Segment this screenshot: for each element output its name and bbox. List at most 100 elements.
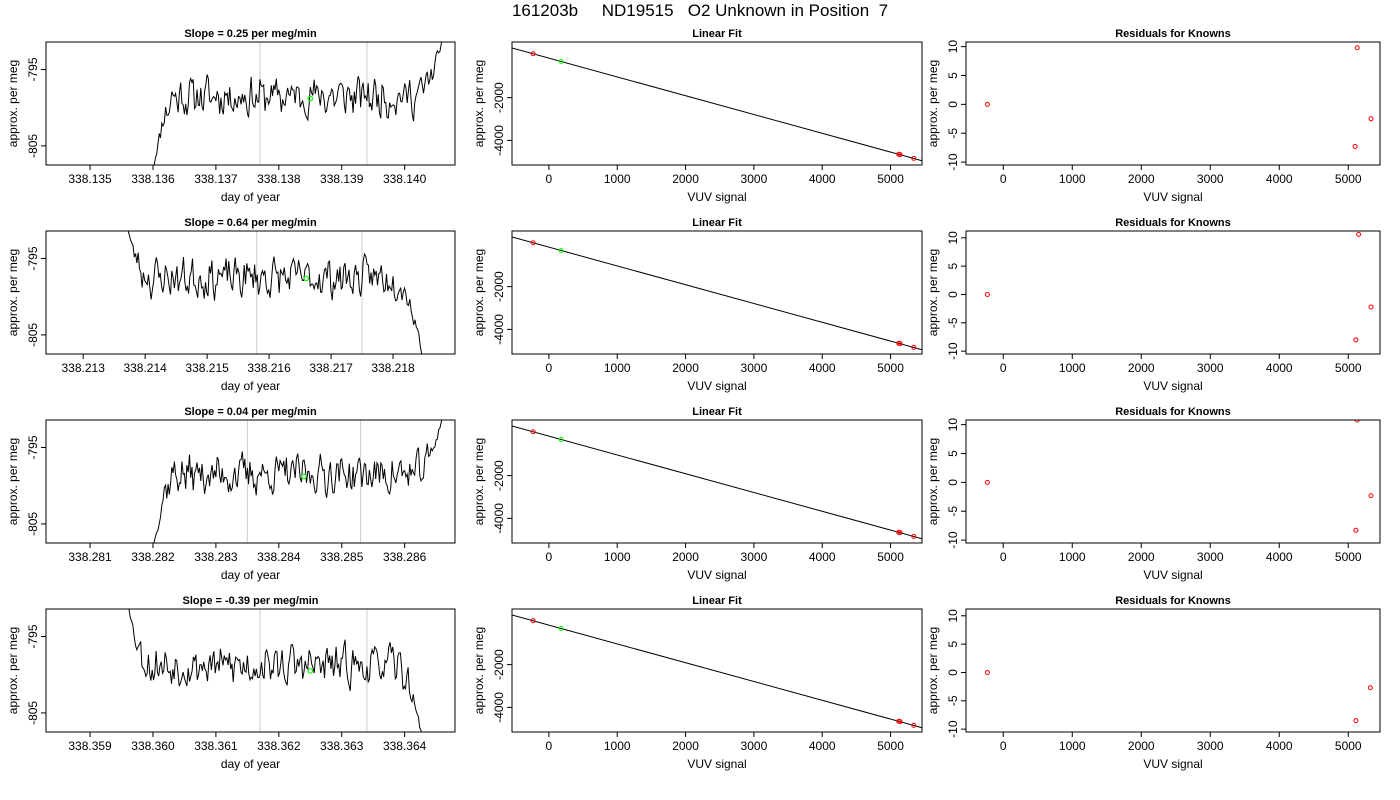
x-tick-label: 338.140: [383, 172, 427, 186]
known-point: [1353, 718, 1359, 724]
x-tick-label: 338.359: [68, 739, 112, 753]
plot-frame: [965, 608, 1381, 733]
plot-area: [512, 614, 922, 729]
y-tick-label: 5: [946, 262, 960, 269]
known-point: [984, 669, 990, 675]
y-axis-label: approx. per meg: [472, 438, 486, 525]
panel-title: Residuals for Knowns: [1115, 595, 1231, 607]
y-tick-label: -10: [946, 153, 960, 171]
y-tick-label: 10: [946, 418, 960, 432]
x-tick-label: 2000: [1128, 361, 1155, 375]
plot-area: [984, 420, 1374, 533]
x-tick-label: 338.361: [194, 739, 238, 753]
known-point: [1352, 144, 1358, 150]
x-tick-label: 338.284: [257, 550, 301, 564]
y-tick-label: -4000: [492, 314, 506, 345]
known-point: [530, 618, 536, 624]
y-tick-label: -4000: [492, 503, 506, 534]
panel-r0c0: Slope = 0.25 per meg/min 338.135 338.136 33…: [6, 28, 456, 204]
y-axis-label: approx. per meg: [472, 627, 486, 714]
y-axis-label: approx. per meg: [472, 60, 486, 147]
y-axis-label: approx. per meg: [6, 249, 20, 336]
x-axis-label: day of year: [221, 190, 280, 204]
y-tick-label: -5: [946, 695, 960, 706]
plot-frame: [511, 230, 923, 355]
y-tick-label: -805: [26, 134, 40, 158]
x-tick-label: 4000: [809, 361, 836, 375]
x-tick-label: 4000: [809, 739, 836, 753]
plot-frame: [511, 41, 923, 166]
x-tick-label: 5000: [1335, 739, 1362, 753]
x-tick-label: 0: [1000, 550, 1007, 564]
x-tick-label: 5000: [877, 550, 904, 564]
y-tick-label: -795: [26, 435, 40, 459]
y-tick-label: -10: [946, 720, 960, 738]
x-tick-label: 338.281: [68, 550, 112, 564]
y-tick-label: -795: [26, 624, 40, 648]
known-point: [1354, 420, 1360, 423]
fit-line: [512, 47, 922, 162]
plot-area: [984, 669, 1373, 724]
y-tick-label: -5: [946, 317, 960, 328]
known-point: [1356, 231, 1362, 237]
x-tick-label: 5000: [1335, 361, 1362, 375]
panel-r2c1: Linear Fit 0 1000 2000 3000 4000 5000 -4000 -200…: [472, 406, 923, 582]
plot-area: [512, 236, 922, 351]
x-tick-label: 338.139: [320, 172, 364, 186]
x-tick-label: 1000: [1059, 550, 1086, 564]
known-point: [1368, 116, 1374, 122]
plot-frame: [45, 230, 456, 355]
unknown-point: [558, 58, 564, 64]
x-tick-label: 3000: [1197, 361, 1224, 375]
x-axis-label: VUV signal: [687, 190, 746, 204]
known-point: [1368, 304, 1374, 310]
panel-r0c2: Residuals for Knowns 0 1000 2000 3000 4000 500…: [926, 28, 1381, 204]
panel-title: Linear Fit: [692, 406, 742, 418]
x-tick-label: 5000: [1335, 172, 1362, 186]
fit-line: [512, 236, 922, 351]
y-tick-label: -4000: [492, 125, 506, 156]
x-axis-label: VUV signal: [687, 757, 746, 771]
x-tick-label: 3000: [741, 739, 768, 753]
x-tick-label: 338.363: [320, 739, 364, 753]
y-tick-label: 0: [946, 479, 960, 486]
y-tick-label: -805: [26, 512, 40, 536]
panel-r3c2: Residuals for Knowns 0 1000 2000 3000 4000 500…: [926, 595, 1381, 771]
panel-r2c0: Slope = 0.04 per meg/min 338.281 338.282 33…: [6, 406, 456, 582]
x-tick-label: 338.282: [131, 550, 175, 564]
known-point: [1353, 527, 1359, 533]
x-tick-label: 0: [546, 550, 553, 564]
signal-trace: [153, 42, 443, 165]
plot-area: [512, 47, 922, 162]
x-tick-label: 1000: [604, 739, 631, 753]
known-point: [897, 719, 903, 725]
x-axis-label: day of year: [221, 757, 280, 771]
x-tick-label: 338.138: [257, 172, 301, 186]
y-tick-label: -2000: [492, 271, 506, 302]
plot-frame: [965, 419, 1381, 544]
y-tick-label: 0: [946, 669, 960, 676]
panel-r1c0: Slope = 0.64 per meg/min 338.213 338.214 33…: [6, 217, 456, 393]
plot-frame: [45, 419, 456, 544]
x-tick-label: 4000: [1266, 361, 1293, 375]
y-tick-label: -4000: [492, 692, 506, 723]
x-tick-label: 4000: [1266, 172, 1293, 186]
x-tick-label: 1000: [604, 361, 631, 375]
panel-r2c2: Residuals for Knowns 0 1000 2000 3000 4000 500…: [926, 406, 1381, 582]
known-point: [530, 51, 536, 57]
y-axis-label: approx. per meg: [926, 60, 940, 147]
x-tick-label: 338.283: [194, 550, 238, 564]
y-tick-label: -10: [946, 531, 960, 549]
x-tick-label: 2000: [672, 739, 699, 753]
panel-title: Linear Fit: [692, 217, 742, 229]
highlight-point: [301, 473, 307, 480]
x-tick-label: 5000: [1335, 550, 1362, 564]
x-tick-label: 4000: [809, 172, 836, 186]
x-tick-label: 0: [546, 739, 553, 753]
x-tick-label: 5000: [877, 361, 904, 375]
y-tick-label: -10: [946, 342, 960, 360]
y-tick-label: 10: [946, 40, 960, 54]
y-tick-label: 5: [946, 72, 960, 79]
x-tick-label: 3000: [741, 361, 768, 375]
